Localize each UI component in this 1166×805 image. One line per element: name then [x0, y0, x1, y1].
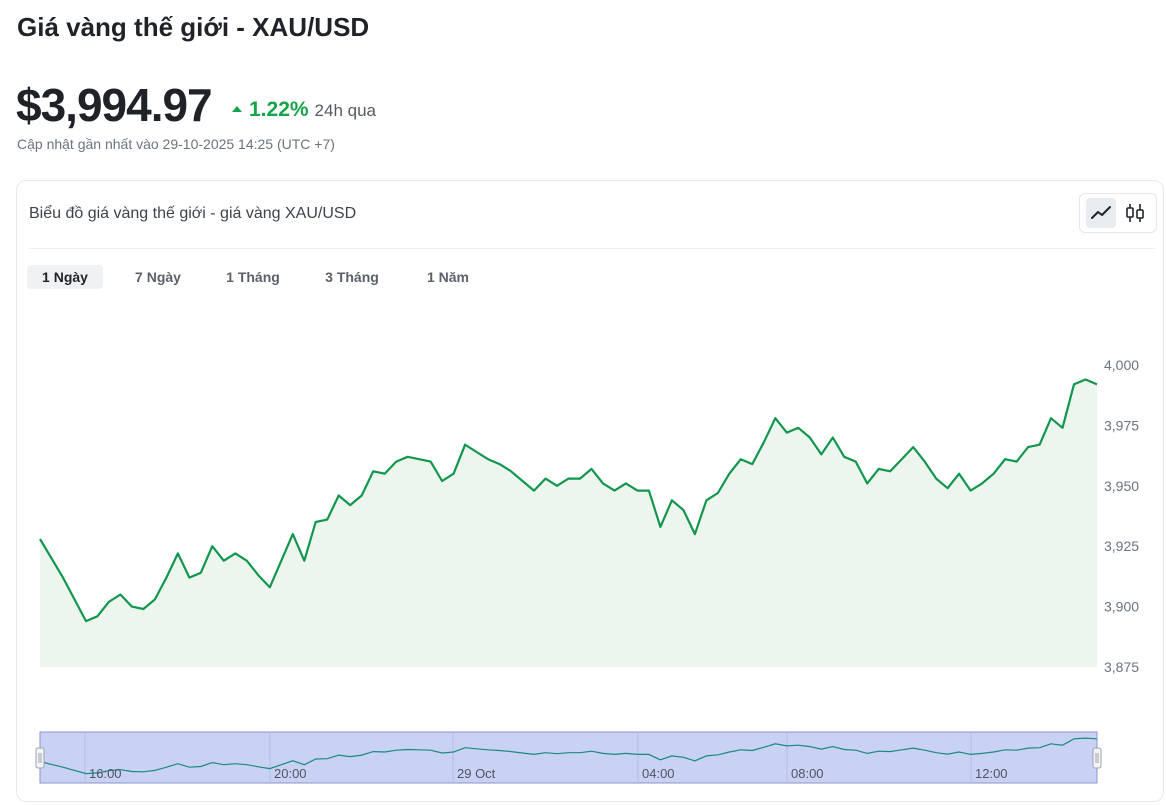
price-change: 1.22% 24h qua — [232, 98, 376, 122]
range-tab-1-year[interactable]: 1 Năm — [426, 269, 470, 285]
y-tick-label: 3,950 — [1104, 478, 1139, 494]
current-price: $3,994.97 — [16, 79, 213, 131]
y-tick-label: 4,000 — [1104, 357, 1139, 373]
navigator-range — [39, 731, 1098, 784]
navigator-x-label: 16:00 — [89, 766, 122, 781]
candlestick-chart-button[interactable] — [1120, 198, 1150, 228]
line-chart-button[interactable] — [1086, 198, 1116, 228]
change-period: 24h qua — [314, 101, 376, 120]
y-tick-label: 3,875 — [1104, 659, 1139, 675]
last-updated: Cập nhật gần nhất vào 29-10-2025 14:25 (… — [17, 136, 335, 152]
page-title: Giá vàng thế giới - XAU/USD — [17, 12, 370, 42]
navigator-x-label: 20:00 — [274, 766, 307, 781]
navigator-x-label: 12:00 — [975, 766, 1008, 781]
chart-type-toggle — [1079, 193, 1157, 233]
y-tick-label: 3,900 — [1104, 599, 1139, 615]
y-tick-label: 3,925 — [1104, 538, 1139, 554]
line-chart-icon — [1091, 206, 1111, 219]
navigator-x-label: 29 Oct — [457, 766, 496, 781]
candlestick-icon — [1126, 204, 1144, 222]
range-tab-1-day[interactable]: 1 Ngày — [27, 265, 103, 289]
navigator-line — [39, 737, 1098, 775]
change-percent: 1.22% — [249, 98, 309, 121]
navigator-right-handle[interactable] — [1092, 747, 1102, 769]
navigator-left-handle[interactable] — [35, 747, 45, 769]
range-tab-7-days[interactable]: 7 Ngày — [135, 269, 181, 285]
arrow-up-icon — [232, 106, 242, 112]
y-tick-label: 3,975 — [1104, 417, 1139, 433]
navigator-x-label: 04:00 — [642, 766, 675, 781]
price-line — [39, 378, 1098, 623]
chart-card-title: Biểu đồ giá vàng thế giới - giá vàng XAU… — [29, 205, 357, 222]
card-divider — [29, 248, 1155, 249]
price-area — [40, 379, 1097, 667]
range-tab-3-months[interactable]: 3 Tháng — [325, 269, 379, 285]
range-tab-1-month[interactable]: 1 Tháng — [226, 269, 280, 285]
navigator-x-label: 08:00 — [791, 766, 824, 781]
